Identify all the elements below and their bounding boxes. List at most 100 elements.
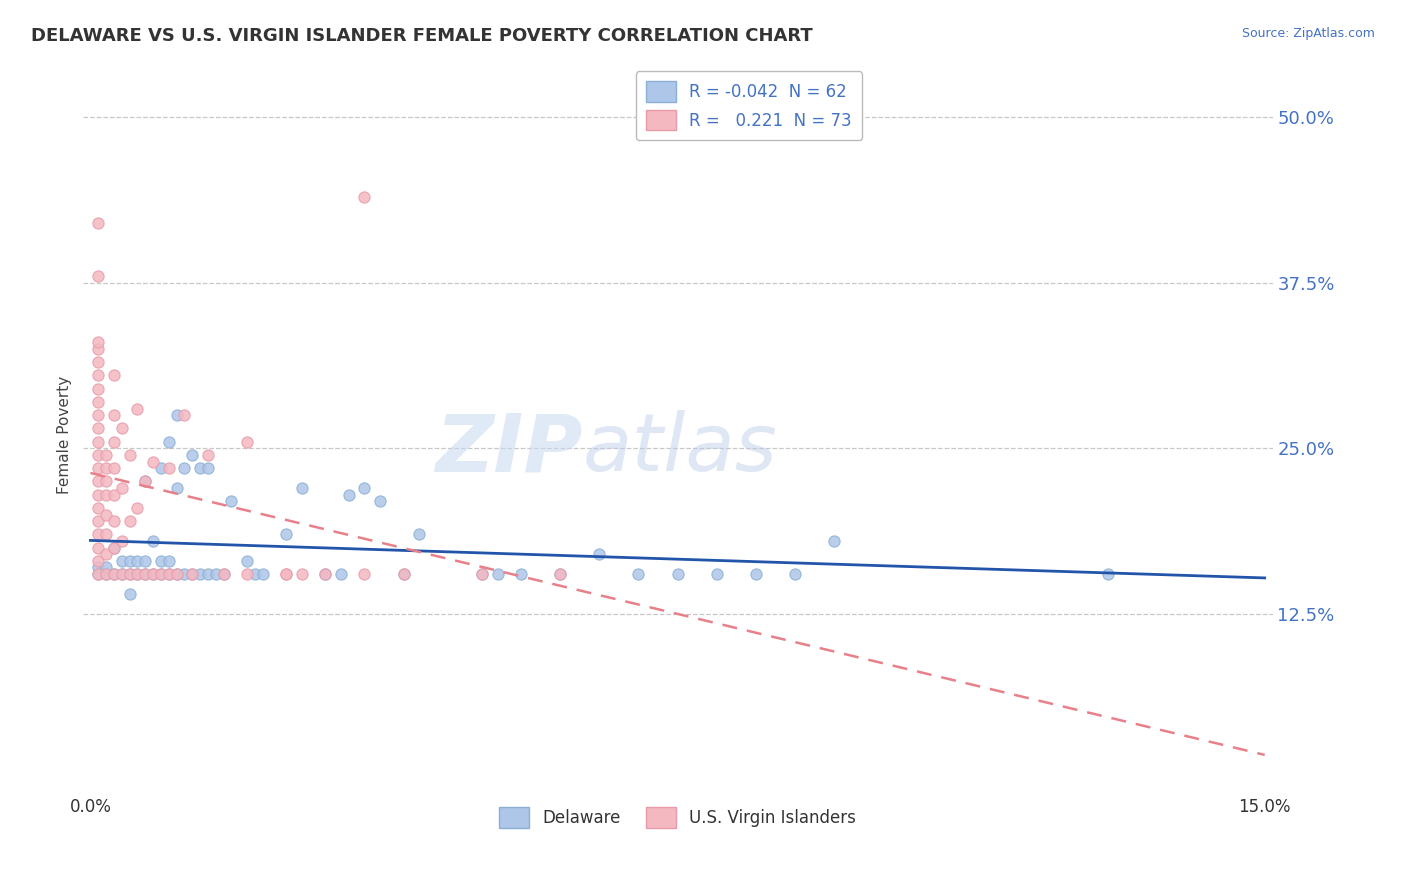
Text: DELAWARE VS U.S. VIRGIN ISLANDER FEMALE POVERTY CORRELATION CHART: DELAWARE VS U.S. VIRGIN ISLANDER FEMALE …	[31, 27, 813, 45]
Point	[149, 567, 172, 582]
Point	[94, 567, 117, 582]
Point	[243, 567, 266, 582]
Point	[87, 395, 110, 409]
Point	[103, 514, 125, 528]
Point	[127, 567, 149, 582]
Point	[111, 567, 134, 582]
Point	[510, 567, 533, 582]
Point	[87, 382, 110, 396]
Point	[252, 567, 274, 582]
Point	[103, 567, 125, 582]
Point	[745, 567, 768, 582]
Point	[87, 421, 110, 435]
Point	[166, 408, 188, 422]
Point	[353, 481, 375, 495]
Point	[276, 567, 298, 582]
Point	[276, 567, 298, 582]
Point	[197, 461, 219, 475]
Point	[166, 567, 188, 582]
Point	[548, 567, 571, 582]
Point	[157, 567, 180, 582]
Point	[87, 335, 110, 350]
Point	[87, 434, 110, 449]
Point	[173, 567, 195, 582]
Point	[142, 567, 165, 582]
Point	[103, 541, 125, 555]
Point	[337, 488, 360, 502]
Point	[87, 355, 110, 369]
Point	[276, 527, 298, 541]
Point	[181, 567, 204, 582]
Point	[471, 567, 494, 582]
Point	[291, 567, 314, 582]
Point	[392, 567, 415, 582]
Point	[627, 567, 650, 582]
Point	[118, 567, 141, 582]
Point	[94, 448, 117, 462]
Point	[87, 500, 110, 515]
Point	[87, 408, 110, 422]
Point	[329, 567, 352, 582]
Point	[204, 567, 226, 582]
Point	[118, 567, 141, 582]
Point	[87, 560, 110, 574]
Point	[87, 554, 110, 568]
Point	[173, 408, 195, 422]
Point	[173, 461, 195, 475]
Point	[103, 541, 125, 555]
Point	[157, 461, 180, 475]
Point	[134, 475, 156, 489]
Point	[157, 567, 180, 582]
Point	[291, 481, 314, 495]
Point	[87, 514, 110, 528]
Point	[103, 567, 125, 582]
Point	[118, 514, 141, 528]
Text: atlas: atlas	[582, 410, 778, 488]
Point	[353, 189, 375, 203]
Point	[142, 567, 165, 582]
Text: Source: ZipAtlas.com: Source: ZipAtlas.com	[1241, 27, 1375, 40]
Point	[87, 567, 110, 582]
Text: ZIP: ZIP	[434, 410, 582, 488]
Point	[157, 554, 180, 568]
Point	[94, 547, 117, 561]
Point	[188, 461, 211, 475]
Point	[94, 567, 117, 582]
Point	[314, 567, 336, 582]
Point	[149, 567, 172, 582]
Point	[149, 554, 172, 568]
Point	[548, 567, 571, 582]
Point	[181, 448, 204, 462]
Point	[127, 554, 149, 568]
Point	[118, 587, 141, 601]
Point	[408, 527, 430, 541]
Point	[181, 567, 204, 582]
Point	[666, 567, 689, 582]
Point	[94, 488, 117, 502]
Point	[706, 567, 728, 582]
Point	[134, 567, 156, 582]
Point	[111, 554, 134, 568]
Point	[127, 567, 149, 582]
Point	[118, 554, 141, 568]
Point	[134, 554, 156, 568]
Point	[221, 494, 243, 508]
Point	[87, 269, 110, 284]
Point	[188, 567, 211, 582]
Point	[87, 567, 110, 582]
Point	[212, 567, 235, 582]
Point	[149, 461, 172, 475]
Point	[588, 547, 610, 561]
Point	[94, 560, 117, 574]
Point	[103, 408, 125, 422]
Point	[142, 534, 165, 549]
Point	[486, 567, 509, 582]
Point	[783, 567, 806, 582]
Point	[127, 500, 149, 515]
Point	[111, 534, 134, 549]
Point	[103, 434, 125, 449]
Point	[166, 567, 188, 582]
Point	[87, 527, 110, 541]
Point	[314, 567, 336, 582]
Point	[94, 461, 117, 475]
